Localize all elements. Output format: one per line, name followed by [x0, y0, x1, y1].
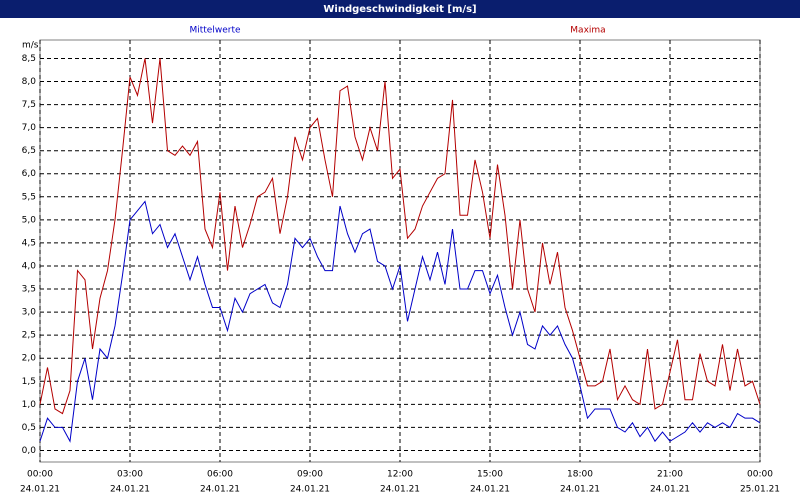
data-line	[39, 200, 761, 443]
y-tick-label: 6,5	[22, 146, 36, 156]
y-tick-label: 2,0	[22, 354, 37, 364]
y-tick-label: 6,0	[22, 169, 37, 179]
title-bar	[0, 0, 800, 18]
x-tick-date: 25.01.21	[740, 485, 780, 495]
y-tick-label: 8,5	[22, 54, 36, 64]
x-tick-date: 24.01.21	[560, 485, 600, 495]
y-tick-label: 4,0	[22, 261, 37, 271]
x-tick-date: 24.01.21	[110, 485, 150, 495]
y-tick-label: 7,0	[22, 123, 37, 133]
y-tick-label: 0,5	[22, 423, 36, 433]
x-tick-date: 24.01.21	[20, 485, 60, 495]
x-tick-date: 24.01.21	[200, 485, 240, 495]
y-tick-label: 4,5	[22, 238, 36, 248]
y-tick-label: 0,0	[22, 446, 37, 456]
chart-title: Windgeschwindigkeit [m/s]	[323, 4, 476, 15]
x-tick-date: 24.01.21	[380, 485, 420, 495]
y-tick-label: 1,5	[22, 377, 36, 387]
x-tick-label: 18:00	[567, 470, 593, 480]
x-tick-label: 09:00	[297, 470, 323, 480]
x-tick-label: 00:00	[747, 470, 773, 480]
y-unit: m/s	[22, 41, 39, 51]
y-tick-label: 7,5	[22, 100, 36, 110]
y-tick-label: 8,0	[22, 77, 37, 87]
x-tick-date: 24.01.21	[290, 485, 330, 495]
x-tick-label: 06:00	[207, 470, 233, 480]
x-tick-date: 24.01.21	[650, 485, 690, 495]
x-tick-label: 03:00	[117, 470, 143, 480]
y-tick-label: 3,0	[22, 308, 37, 318]
x-tick-label: 12:00	[387, 470, 413, 480]
x-tick-label: 00:00	[27, 470, 53, 480]
y-tick-label: 1,0	[22, 400, 37, 410]
y-tick-label: 2,5	[22, 331, 36, 341]
y-tick-label: 3,5	[22, 285, 36, 295]
legend-entry: Maxima	[570, 26, 605, 36]
y-tick-label: 5,5	[22, 192, 36, 202]
x-tick-date: 24.01.21	[470, 485, 510, 495]
x-tick-label: 21:00	[657, 470, 683, 480]
y-tick-label: 5,0	[22, 215, 37, 225]
data-line	[39, 58, 761, 415]
x-tick-label: 15:00	[477, 470, 503, 480]
legend-entry: Mittelwerte	[189, 26, 240, 36]
